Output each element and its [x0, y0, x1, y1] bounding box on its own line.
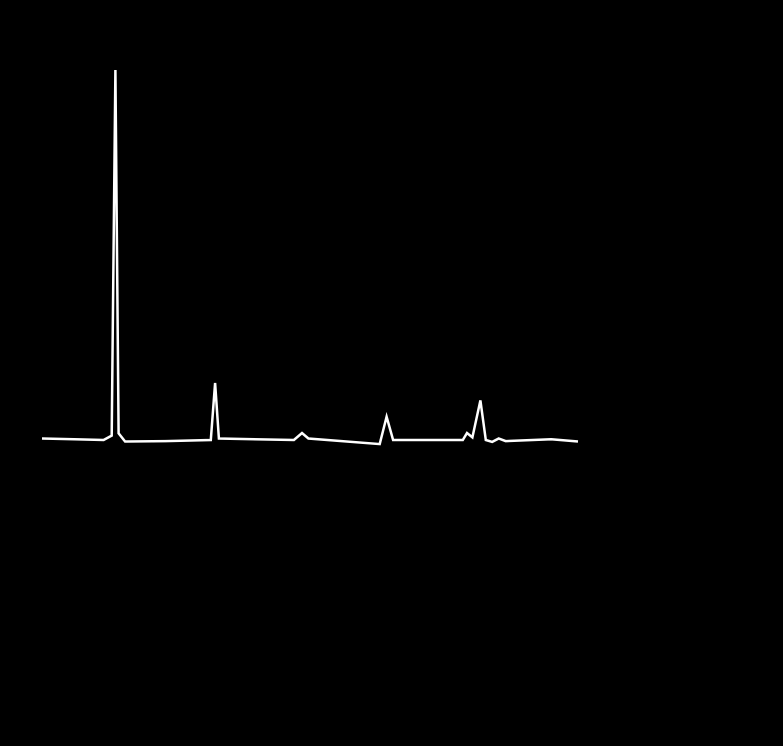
- series-line-0: [41, 69, 579, 446]
- series-layer: [41, 69, 579, 446]
